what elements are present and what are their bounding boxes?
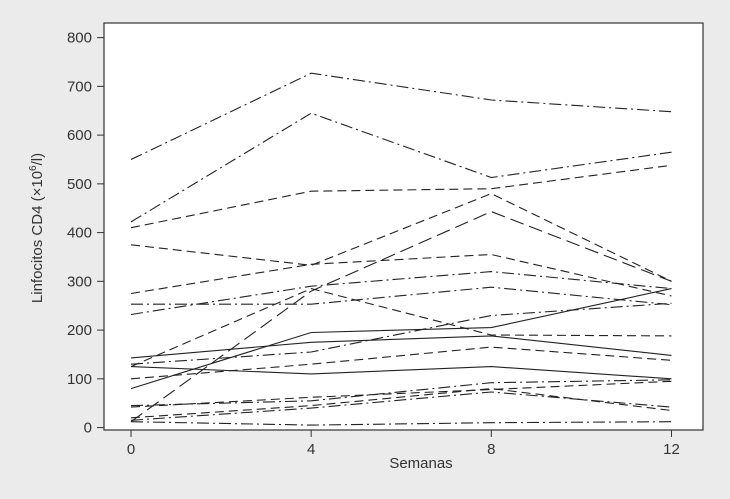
x-tick-label-1: 4: [307, 441, 315, 458]
y-axis-title-suffix: /l): [29, 153, 46, 166]
y-tick-label-1: 100: [67, 371, 92, 388]
series-line-14: [130, 366, 672, 380]
series-line-6: [130, 253, 672, 297]
y-axis-title: Linfocitos CD4 (×106/l): [28, 153, 46, 303]
series-line-3: [130, 164, 672, 229]
series-line-7: [130, 271, 672, 316]
series-line-11: [130, 335, 672, 359]
series-line-19: [130, 421, 672, 426]
y-axis-title-prefix: Linfocitos CD4 (×10: [29, 171, 46, 303]
series-line-15: [130, 380, 672, 408]
series-line-13: [130, 346, 672, 380]
y-tick-label-6: 600: [67, 127, 92, 144]
series-line-8: [131, 286, 672, 306]
y-tick-label-7: 700: [67, 78, 92, 95]
x-tick-label-0: 0: [127, 441, 135, 458]
y-tick-label-8: 800: [67, 30, 92, 47]
y-axis: 0 100 200 300 400 500 600 700 800: [67, 30, 104, 437]
series-line-5: [130, 211, 672, 423]
x-tick-label-2: 8: [487, 441, 495, 458]
series-line-9: [130, 288, 672, 368]
series-layer: [130, 72, 672, 426]
series-line-12: [130, 302, 672, 365]
series-line-1: [130, 72, 672, 160]
y-tick-label-2: 200: [67, 322, 92, 339]
y-axis-title-sup: 6: [28, 165, 39, 171]
x-axis: 0 4 8 12: [127, 430, 680, 458]
y-tick-label-0: 0: [84, 420, 92, 437]
x-axis-title: Semanas: [389, 455, 452, 472]
series-line-10: [130, 288, 672, 390]
y-tick-label-5: 500: [67, 176, 92, 193]
plot-frame: [103, 22, 704, 431]
x-tick-label-3: 12: [663, 441, 680, 458]
y-tick-label-4: 400: [67, 225, 92, 242]
series-line-2: [130, 112, 672, 223]
series-line-4: [130, 192, 672, 282]
series-line-16: [130, 379, 672, 407]
series-line-18: [130, 391, 672, 421]
y-tick-label-3: 300: [67, 273, 92, 290]
